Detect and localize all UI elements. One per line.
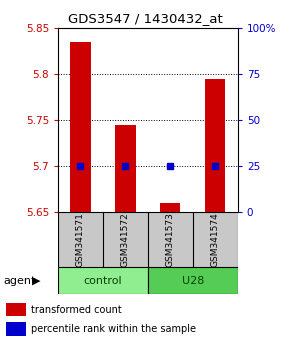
Text: U28: U28 [182,275,204,286]
Text: control: control [84,275,122,286]
Text: transformed count: transformed count [31,305,122,315]
Text: percentile rank within the sample: percentile rank within the sample [31,324,196,334]
Text: ▶: ▶ [32,275,41,286]
Bar [115,125,135,212]
Bar [160,203,180,212]
Bar [6,322,26,336]
Bar [205,79,225,212]
Text: GSM341571: GSM341571 [76,212,85,267]
Text: GSM341572: GSM341572 [121,212,130,267]
Bar [58,267,148,294]
Text: GSM341573: GSM341573 [166,212,175,267]
Bar [148,267,238,294]
Text: agent: agent [3,275,35,286]
Bar [6,303,26,316]
Text: GSM341574: GSM341574 [211,212,220,267]
Bar [70,42,90,212]
Text: GDS3547 / 1430432_at: GDS3547 / 1430432_at [68,12,222,25]
